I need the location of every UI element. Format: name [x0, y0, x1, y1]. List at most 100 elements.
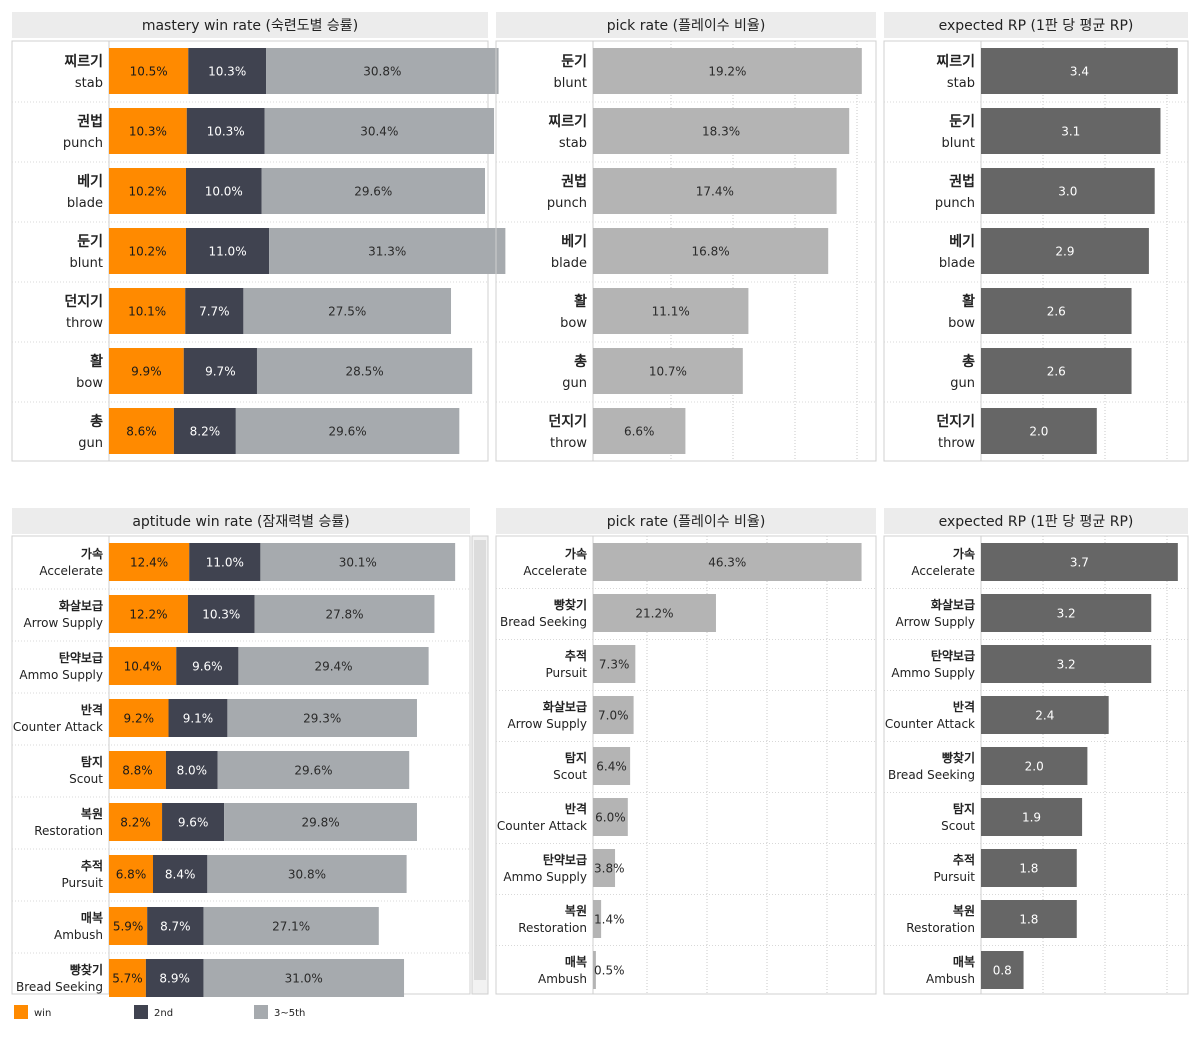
category-label-en: blunt	[70, 256, 103, 271]
data-label: 5.7%	[112, 972, 143, 986]
data-label: 18.3%	[702, 125, 740, 139]
category-label-en: Ammo Supply	[503, 870, 587, 884]
data-label: 10.3%	[208, 65, 246, 79]
bar	[981, 348, 1132, 394]
bar-win-segment	[109, 543, 190, 581]
data-label: 7.3%	[599, 658, 630, 672]
bar	[593, 48, 862, 94]
legend-swatch	[254, 1005, 268, 1019]
bar	[981, 168, 1155, 214]
category-label-ko: 탄약보급	[931, 648, 975, 663]
data-label: 29.6%	[294, 764, 332, 778]
data-label: 3.2	[1057, 658, 1076, 672]
category-label-en: gun	[562, 376, 587, 391]
category-label-en: Bread Seeking	[888, 768, 975, 782]
bar-2nd-segment	[176, 647, 239, 685]
category-label-ko: 베기	[949, 234, 975, 250]
category-label-ko: 찌르기	[936, 54, 975, 70]
plot-frame	[495, 40, 877, 462]
data-label: 8.6%	[126, 425, 157, 439]
category-label-en: Restoration	[34, 824, 103, 838]
category-label-en: throw	[66, 316, 103, 331]
bar-35th-segment	[254, 595, 435, 633]
bar	[981, 747, 1088, 785]
category-label-en: punch	[935, 196, 975, 211]
category-label-en: bow	[948, 316, 975, 331]
bar-2nd-segment	[165, 751, 218, 789]
bar	[593, 543, 862, 581]
category-label-ko: 둔기	[561, 54, 587, 70]
category-label-ko: 둔기	[949, 114, 975, 130]
data-label: 30.4%	[360, 125, 398, 139]
category-label-ko: 복원	[953, 904, 975, 918]
data-label: 11.0%	[206, 556, 244, 570]
bar-win-segment	[109, 751, 166, 789]
category-label-en: Accelerate	[523, 564, 587, 578]
data-label: 31.3%	[368, 245, 406, 259]
category-label-en: Arrow Supply	[24, 616, 103, 630]
bar-2nd-segment	[183, 348, 257, 394]
data-label: 1.4%	[594, 913, 625, 927]
bar-2nd-segment	[185, 288, 244, 334]
bar	[593, 288, 749, 334]
category-label-en: gun	[950, 376, 975, 391]
category-label-en: Pursuit	[546, 666, 588, 680]
bar-35th-segment	[238, 647, 429, 685]
category-label-ko: 권법	[561, 174, 587, 190]
chart-title: pick rate (플레이수 비율)	[607, 514, 766, 530]
data-label: 2.6	[1047, 305, 1066, 319]
data-label: 9.9%	[131, 365, 162, 379]
data-label: 7.0%	[598, 709, 629, 723]
category-label-en: Scout	[69, 772, 103, 786]
data-label: 8.2%	[120, 816, 151, 830]
data-label: 8.7%	[160, 920, 191, 934]
bar-2nd-segment	[152, 855, 208, 893]
data-label: 9.2%	[124, 712, 155, 726]
data-label: 16.8%	[692, 245, 730, 259]
bar	[593, 168, 837, 214]
data-label: 29.8%	[302, 816, 340, 830]
data-label: 10.2%	[128, 245, 166, 259]
data-label: 12.4%	[130, 556, 168, 570]
data-label: 21.2%	[635, 607, 673, 621]
chart-title: mastery win rate (숙련도별 승률)	[142, 18, 358, 34]
category-label-ko: 가속	[81, 546, 103, 561]
category-label-ko: 권법	[949, 174, 975, 190]
data-label: 31.0%	[285, 972, 323, 986]
bar-2nd-segment	[186, 168, 262, 214]
bar	[593, 645, 636, 683]
category-label-ko: 베기	[77, 174, 103, 190]
scrollbar-thumb[interactable]	[474, 540, 486, 980]
bar-35th-segment	[224, 803, 417, 841]
category-label-en: punch	[547, 196, 587, 211]
bar	[593, 849, 616, 887]
chart-1: pick rate (플레이수 비율) 둔기 blunt 19.2% 찌르기 stab 18…	[495, 12, 877, 462]
bar-2nd-segment	[147, 907, 204, 945]
category-label-ko: 총	[962, 354, 975, 370]
category-label-ko: 찌르기	[548, 114, 587, 130]
category-label-en: Arrow Supply	[508, 717, 587, 731]
category-label-ko: 가속	[953, 546, 975, 561]
bar-win-segment	[109, 959, 146, 997]
bar	[593, 228, 829, 274]
category-label-en: Pursuit	[934, 870, 976, 884]
data-label: 29.6%	[354, 185, 392, 199]
bar-win-segment	[109, 408, 174, 454]
category-label-en: Counter Attack	[13, 720, 103, 734]
data-label: 2.4	[1035, 709, 1054, 723]
data-label: 0.5%	[594, 964, 625, 978]
bar-win-segment	[109, 803, 163, 841]
data-label: 11.0%	[208, 245, 246, 259]
data-label: 10.3%	[129, 125, 167, 139]
data-label: 46.3%	[708, 556, 746, 570]
category-label-ko: 둔기	[77, 234, 103, 250]
data-label: 2.6	[1047, 365, 1066, 379]
data-label: 9.6%	[192, 660, 223, 674]
category-label-en: Ammo Supply	[19, 668, 103, 682]
chart-title-bar	[12, 508, 470, 534]
data-label: 10.5%	[130, 65, 168, 79]
data-label: 29.4%	[314, 660, 352, 674]
category-label-ko: 반격	[953, 699, 975, 714]
bar-2nd-segment	[189, 543, 261, 581]
category-label-en: Bread Seeking	[500, 615, 587, 629]
